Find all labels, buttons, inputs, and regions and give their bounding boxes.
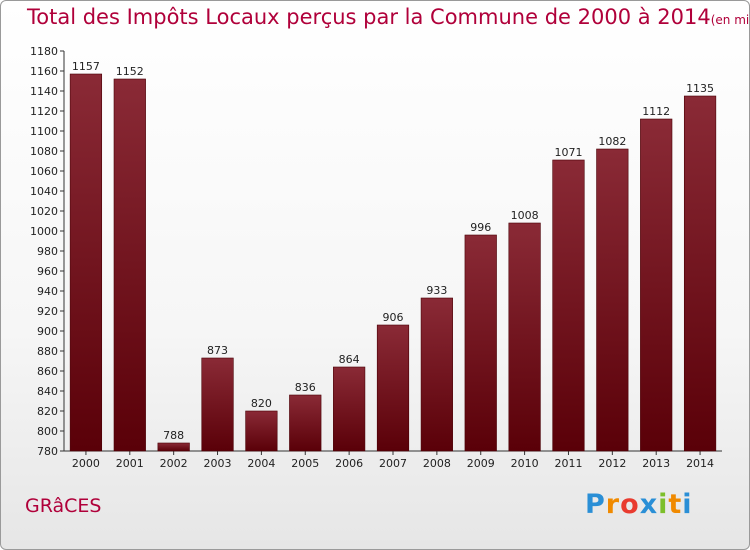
x-tick-label-2001: 2001 (116, 457, 144, 470)
y-tick-label: 980 (37, 245, 58, 258)
value-label-2002: 788 (163, 429, 184, 442)
bar-2003 (201, 357, 234, 452)
bars (69, 73, 717, 452)
commune-name: GRâCES (25, 495, 102, 517)
bar-2014 (683, 95, 717, 452)
bar-2001 (113, 78, 146, 452)
y-tick-label: 900 (37, 325, 58, 338)
chart-title: Total des Impôts Locaux perçus par la Co… (27, 5, 711, 29)
bar-2008 (420, 297, 453, 452)
y-tick-label: 1060 (30, 165, 58, 178)
x-tick-label-2010: 2010 (511, 457, 539, 470)
bar-2007 (376, 324, 410, 452)
y-tick-label: 820 (37, 405, 58, 418)
bar-2012 (596, 148, 629, 452)
y-tick-label: 880 (37, 345, 58, 358)
logo-letter: x (639, 489, 659, 520)
x-tick-label-2007: 2007 (379, 457, 407, 470)
labels: 1157 2000 1152 2001 788 2002 873 2003 820 2004 836… (72, 60, 714, 470)
x-tick-label-2011: 2011 (554, 457, 582, 470)
x-tick-label-2000: 2000 (72, 457, 100, 470)
x-tick-label-2012: 2012 (598, 457, 626, 470)
y-tick-label: 840 (37, 385, 58, 398)
y-tick-label: 780 (37, 445, 58, 458)
logo-letter: t (668, 489, 683, 520)
logo-letter: i (658, 489, 669, 520)
x-tick-label-2002: 2002 (160, 457, 188, 470)
bar-2011 (552, 159, 585, 452)
value-label-2008: 933 (426, 284, 447, 297)
logo-letter: o (620, 489, 640, 520)
axes: 780 800 820 840 860 880 900 920 940 960 980 1000 102… (30, 45, 722, 458)
x-tick-label-2008: 2008 (423, 457, 451, 470)
logo-letter: r (605, 489, 621, 520)
bar-2013 (640, 118, 673, 452)
value-label-2003: 873 (207, 344, 228, 357)
logo-letter: i (682, 489, 693, 520)
y-tick-label: 1180 (30, 45, 58, 58)
x-tick-label-2003: 2003 (204, 457, 232, 470)
y-tick-label: 860 (37, 365, 58, 378)
x-tick-label-2005: 2005 (291, 457, 319, 470)
bar-2006 (333, 366, 366, 452)
value-label-2006: 864 (339, 353, 360, 366)
unit-note: (en milliers d'€) (710, 13, 750, 27)
value-label-2001: 1152 (116, 65, 144, 78)
bar-2004 (245, 410, 278, 452)
x-tick-label-2013: 2013 (642, 457, 670, 470)
bar-2005 (289, 394, 322, 452)
value-label-2009: 996 (470, 221, 491, 234)
x-tick-label-2004: 2004 (247, 457, 275, 470)
x-tick-label-2014: 2014 (686, 457, 714, 470)
y-tick-label: 940 (37, 285, 58, 298)
value-label-2004: 820 (251, 397, 272, 410)
y-tick-label: 1000 (30, 225, 58, 238)
bar-2000 (69, 73, 103, 452)
value-label-2013: 1112 (642, 105, 670, 118)
value-label-2012: 1082 (598, 135, 626, 148)
x-tick-label-2006: 2006 (335, 457, 363, 470)
value-label-2014: 1135 (686, 82, 714, 95)
y-tick-label: 960 (37, 265, 58, 278)
y-tick-label: 1160 (30, 65, 58, 78)
y-tick-label: 1100 (30, 125, 58, 138)
bar-2010 (508, 222, 541, 452)
value-label-2007: 906 (383, 311, 404, 324)
x-tick-label-2009: 2009 (467, 457, 495, 470)
logo-letter: P (585, 489, 606, 520)
bar-2009 (464, 234, 497, 452)
y-tick-label: 1120 (30, 105, 58, 118)
y-tick-label: 1040 (30, 185, 58, 198)
y-tick-label: 1140 (30, 85, 58, 98)
value-label-2005: 836 (295, 381, 316, 394)
chart-title-block: Total des Impôts Locaux perçus par la Co… (27, 5, 750, 29)
y-tick-label: 1020 (30, 205, 58, 218)
value-label-2011: 1071 (554, 146, 582, 159)
proxiti-logo: Proxiti (585, 489, 693, 520)
bar-2002 (157, 442, 190, 452)
value-label-2000: 1157 (72, 60, 100, 73)
y-tick-label: 1080 (30, 145, 58, 158)
y-tick-label: 920 (37, 305, 58, 318)
y-tick-label: 800 (37, 425, 58, 438)
value-label-2010: 1008 (511, 209, 539, 222)
